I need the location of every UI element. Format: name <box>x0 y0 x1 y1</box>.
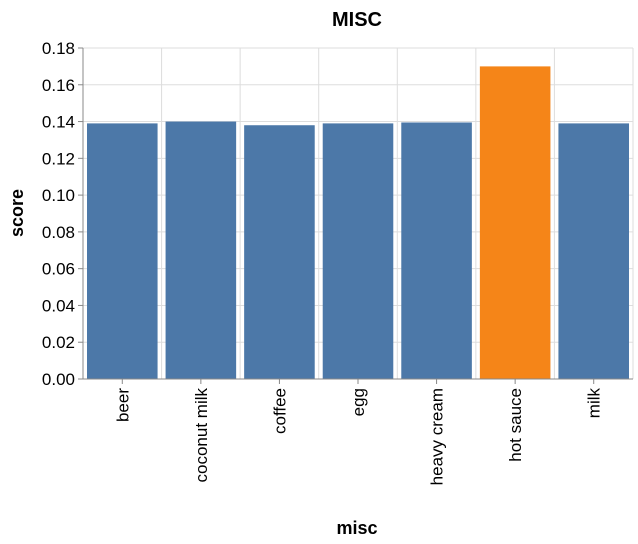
bar-heavy-cream <box>401 122 472 379</box>
y-tick-label: 0.14 <box>42 113 75 132</box>
x-tick-label: milk <box>585 388 604 419</box>
bar-hot-sauce <box>479 66 551 379</box>
bars <box>87 66 629 380</box>
y-axis-title: score <box>7 189 27 237</box>
x-tick-label: beer <box>113 388 132 422</box>
y-axis: 0.00 0.02 0.04 0.06 0.08 0.10 0.12 0.14 0.16 0.18 <box>42 39 84 389</box>
x-axis-title: misc <box>336 518 377 538</box>
x-tick-label: coconut milk <box>192 388 211 483</box>
x-tick-label: heavy cream <box>428 388 447 485</box>
x-tick-label: egg <box>349 388 368 416</box>
y-tick-label: 0.12 <box>42 149 75 168</box>
bar-coffee <box>244 125 315 379</box>
x-tick-label: coffee <box>270 388 289 434</box>
chart-title: MISC <box>332 9 382 31</box>
y-tick-label: 0.06 <box>42 260 75 279</box>
y-tick-label: 0.00 <box>42 370 75 389</box>
bar-beer <box>87 123 158 380</box>
x-tick-label: hot sauce <box>506 388 525 462</box>
x-axis: beer coconut milk coffee egg heavy cream hot … <box>83 378 633 485</box>
y-tick-label: 0.16 <box>42 76 75 95</box>
bar-egg <box>322 123 394 380</box>
y-tick-label: 0.02 <box>42 333 75 352</box>
bar-milk <box>558 123 629 380</box>
y-tick-label: 0.10 <box>42 186 75 205</box>
y-tick-label: 0.04 <box>42 296 75 315</box>
y-tick-label: 0.18 <box>42 39 75 58</box>
y-tick-label: 0.08 <box>42 223 75 242</box>
bar-coconut-milk <box>165 121 237 380</box>
